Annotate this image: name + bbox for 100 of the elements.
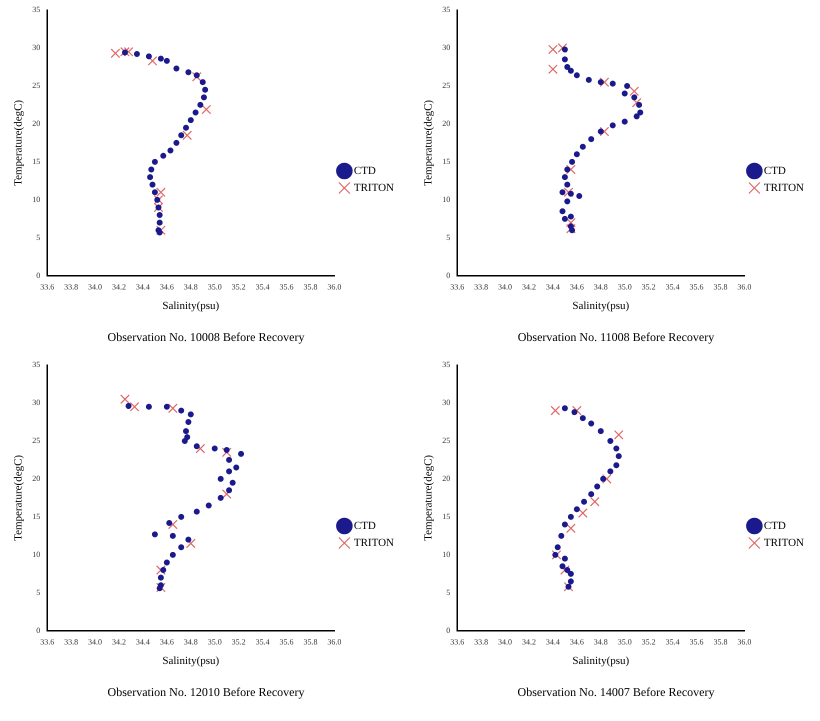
- y-tick-label: 10: [32, 194, 40, 204]
- x-tick-label: 33.6: [450, 638, 464, 647]
- legend-label: TRITON: [764, 182, 804, 194]
- y-tick-label: 25: [32, 436, 40, 446]
- x-tick-label: 35.8: [303, 638, 318, 647]
- x-tick-label: 35.4: [256, 282, 270, 292]
- y-tick-label: 25: [442, 436, 450, 446]
- x-tick-label: 35.0: [208, 282, 222, 292]
- x-axis-title: Salinity(psu): [162, 300, 220, 312]
- x-tick-label: 33.8: [474, 282, 488, 292]
- text: Observation No. 11008 Before Recovery: [518, 330, 714, 344]
- x-tick-label: 34.8: [184, 638, 198, 647]
- y-tick-label: 15: [442, 512, 450, 521]
- x-axis-title: Salinity(psu): [162, 654, 220, 667]
- x-tick-label: 35.2: [232, 638, 246, 647]
- x-tick-label: 35.8: [303, 282, 318, 292]
- y-tick-label: 35: [442, 5, 450, 14]
- x-tick-label: 35.8: [713, 638, 728, 647]
- x-tick-label: 34.8: [594, 638, 608, 647]
- x-tick-label: 35.4: [256, 638, 270, 647]
- x-tick-label: 35.4: [666, 282, 680, 292]
- x-tick-label: 35.0: [618, 638, 632, 647]
- y-tick-label: 0: [36, 626, 40, 635]
- y-axis-title: Temperature(degC): [422, 454, 434, 541]
- x-tick-label: 34.0: [498, 282, 512, 292]
- y-tick-label: 35: [32, 360, 40, 370]
- legend-label: TRITON: [354, 182, 394, 194]
- y-tick-label: 5: [36, 588, 40, 597]
- x-tick-label: 36.0: [737, 282, 752, 292]
- y-tick-label: 10: [442, 194, 450, 204]
- y-tick-label: 5: [446, 232, 450, 242]
- y-tick-label: 0: [446, 626, 450, 635]
- x-tick-label: 34.6: [570, 638, 584, 647]
- y-tick-label: 15: [32, 512, 40, 521]
- x-tick-label: 35.2: [642, 282, 656, 292]
- x-tick-label: 35.0: [208, 638, 222, 647]
- y-tick-label: 15: [32, 156, 40, 166]
- x-tick-label: 36.0: [737, 638, 752, 647]
- legend-label: CTD: [764, 164, 786, 177]
- x-tick-label: 33.6: [450, 282, 464, 292]
- legend-label: CTD: [764, 520, 786, 532]
- text: Observation No. 10008 Before Recovery: [108, 330, 304, 344]
- x-tick-label: 34.6: [160, 638, 174, 647]
- y-tick-label: 30: [442, 43, 450, 52]
- y-tick-label: 25: [32, 81, 40, 90]
- y-tick-label: 10: [32, 550, 40, 559]
- x-tick-label: 35.6: [280, 282, 294, 292]
- x-axis-title: Salinity(psu): [572, 654, 630, 667]
- y-tick-label: 10: [442, 550, 450, 559]
- x-axis-title: Salinity(psu): [572, 300, 630, 312]
- y-tick-label: 30: [32, 43, 40, 52]
- x-tick-label: 34.0: [88, 282, 102, 292]
- x-tick-label: 34.4: [136, 282, 150, 292]
- text: Observation No. 14007 Before Recovery: [518, 684, 714, 699]
- x-tick-label: 35.0: [618, 282, 632, 292]
- x-tick-label: 34.2: [112, 282, 126, 292]
- x-tick-label: 35.4: [666, 638, 680, 647]
- x-tick-label: 35.2: [232, 282, 246, 292]
- x-tick-label: 34.4: [546, 282, 560, 292]
- x-tick-label: 34.2: [112, 638, 126, 647]
- x-tick-label: 33.8: [64, 282, 78, 292]
- x-tick-label: 35.6: [280, 638, 294, 647]
- y-axis-title: Temperature(degC): [422, 100, 434, 186]
- y-tick-label: 20: [442, 474, 450, 484]
- x-tick-label: 36.0: [327, 638, 342, 647]
- x-tick-label: 34.4: [136, 638, 150, 647]
- y-tick-label: 0: [36, 270, 40, 280]
- x-tick-label: 34.2: [522, 282, 536, 292]
- y-tick-label: 35: [442, 360, 450, 370]
- x-tick-label: 34.6: [160, 282, 174, 292]
- y-axis-title: Temperature(degC): [12, 454, 24, 541]
- y-tick-label: 20: [32, 119, 40, 128]
- legend-label: TRITON: [354, 536, 394, 549]
- legend-label: TRITON: [764, 536, 804, 549]
- legend-label: CTD: [354, 164, 376, 177]
- y-tick-label: 5: [36, 232, 40, 242]
- x-tick-label: 34.0: [498, 638, 512, 647]
- y-tick-label: 35: [32, 5, 40, 14]
- y-tick-label: 30: [32, 398, 40, 408]
- y-tick-label: 20: [32, 474, 40, 484]
- y-axis-title: Temperature(degC): [12, 100, 24, 186]
- x-tick-label: 33.8: [64, 638, 78, 647]
- x-tick-label: 35.6: [690, 638, 704, 647]
- y-tick-label: 0: [446, 270, 450, 280]
- x-tick-label: 35.6: [690, 282, 704, 292]
- x-tick-label: 34.2: [522, 638, 536, 647]
- x-tick-label: 33.8: [474, 638, 488, 647]
- x-tick-label: 34.8: [594, 282, 608, 292]
- legend-label: CTD: [354, 520, 376, 532]
- x-tick-label: 33.6: [40, 282, 54, 292]
- x-tick-label: 34.0: [88, 638, 102, 647]
- y-tick-label: 25: [442, 81, 450, 90]
- text: Observation No. 12010 Before Recovery: [108, 684, 304, 699]
- x-tick-label: 35.8: [713, 282, 728, 292]
- y-tick-label: 15: [442, 156, 450, 166]
- x-tick-label: 34.6: [570, 282, 584, 292]
- x-tick-label: 33.6: [40, 638, 54, 647]
- y-tick-label: 20: [442, 119, 450, 128]
- x-tick-label: 34.8: [184, 282, 198, 292]
- y-tick-label: 5: [446, 588, 450, 597]
